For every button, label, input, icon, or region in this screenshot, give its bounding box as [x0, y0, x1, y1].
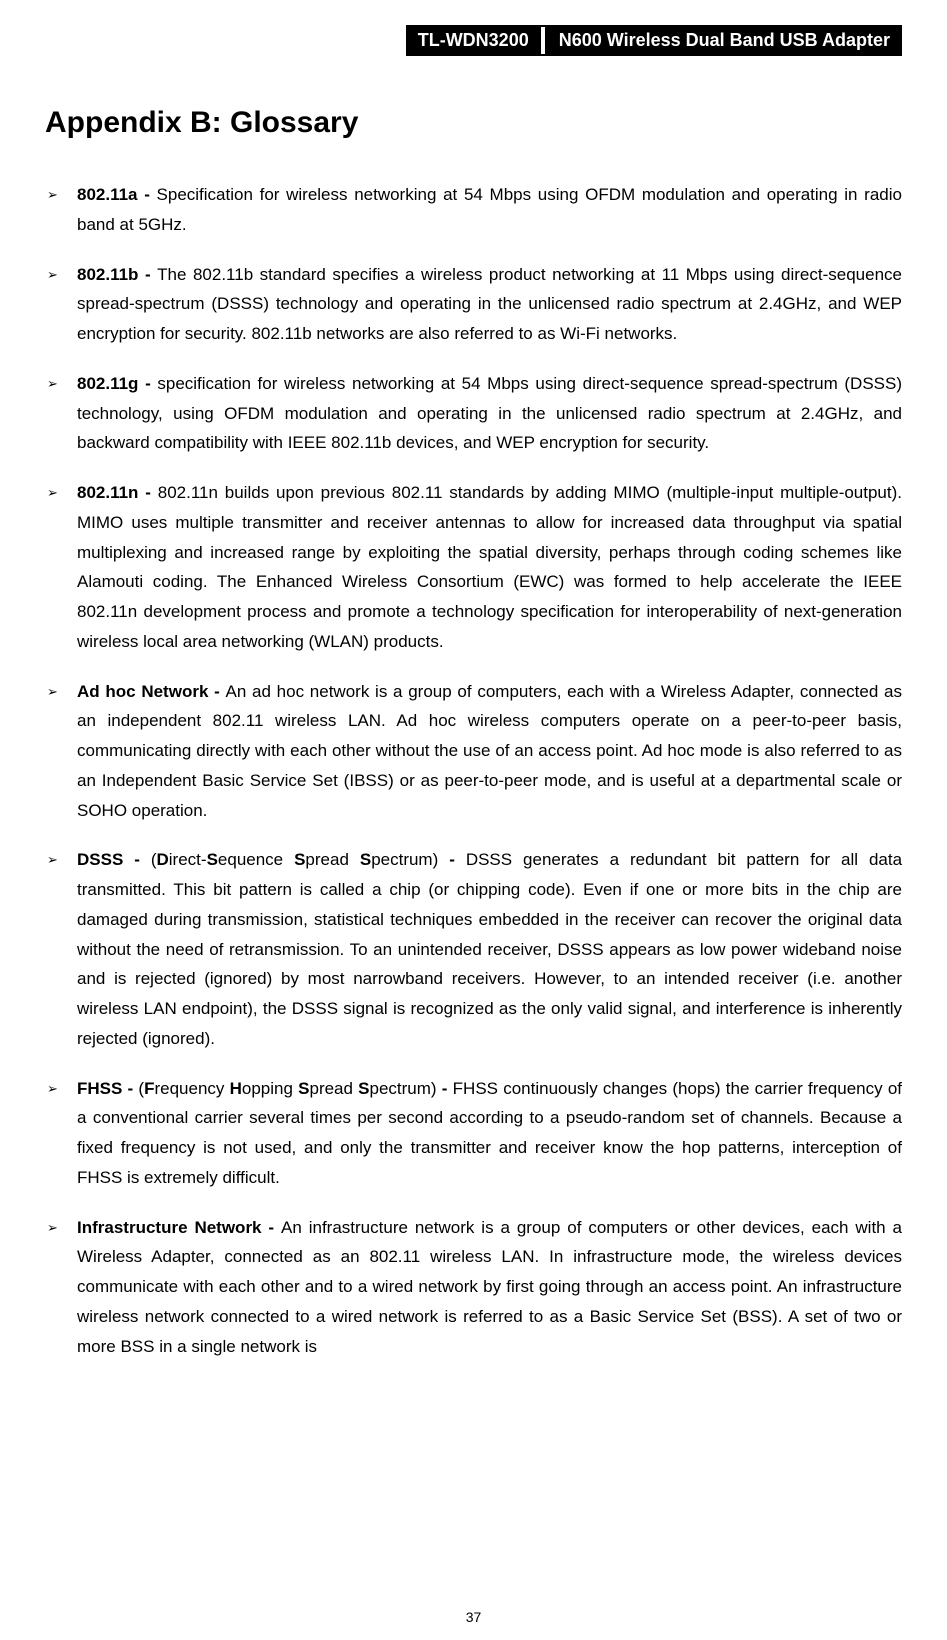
glossary-acronym-letter: F	[144, 1079, 154, 1098]
glossary-term: DSSS -	[77, 850, 151, 869]
glossary-acronym-letter: D	[157, 850, 169, 869]
glossary-item-content: 802.11a - Specification for wireless net…	[77, 180, 902, 240]
bullet-icon: ➢	[45, 677, 77, 826]
glossary-term: Infrastructure Network -	[77, 1218, 281, 1237]
document-header: TL-WDN3200 N600 Wireless Dual Band USB A…	[45, 25, 902, 56]
glossary-item: ➢DSSS - (Direct-Sequence Spread Spectrum…	[45, 845, 902, 1053]
glossary-dash: -	[442, 1079, 453, 1098]
bullet-icon: ➢	[45, 180, 77, 240]
bullet-icon: ➢	[45, 369, 77, 458]
glossary-term: 802.11n -	[77, 483, 158, 502]
bullet-icon: ➢	[45, 1213, 77, 1362]
glossary-item: ➢Infrastructure Network - An infrastruct…	[45, 1213, 902, 1362]
glossary-term: 802.11b -	[77, 265, 157, 284]
glossary-item-content: 802.11g - specification for wireless net…	[77, 369, 902, 458]
glossary-item: ➢FHSS - (Frequency Hopping Spread Spectr…	[45, 1074, 902, 1193]
bullet-icon: ➢	[45, 478, 77, 657]
glossary-item: ➢802.11n - 802.11n builds upon previous …	[45, 478, 902, 657]
page-number: 37	[0, 1609, 947, 1625]
glossary-acronym-letter: S	[360, 850, 371, 869]
glossary-item-content: 802.11b - The 802.11b standard specifies…	[77, 260, 902, 349]
bullet-icon: ➢	[45, 845, 77, 1053]
glossary-item-content: FHSS - (Frequency Hopping Spread Spectru…	[77, 1074, 902, 1193]
glossary-term: FHSS -	[77, 1079, 138, 1098]
glossary-item: ➢802.11g - specification for wireless ne…	[45, 369, 902, 458]
glossary-item: ➢Ad hoc Network - An ad hoc network is a…	[45, 677, 902, 826]
glossary-item-content: Infrastructure Network - An infrastructu…	[77, 1213, 902, 1362]
glossary-acronym-letter: S	[358, 1079, 369, 1098]
header-model: TL-WDN3200	[406, 25, 541, 56]
glossary-term: 802.11a -	[77, 185, 157, 204]
glossary-item-content: 802.11n - 802.11n builds upon previous 8…	[77, 478, 902, 657]
header-product: N600 Wireless Dual Band USB Adapter	[545, 25, 902, 56]
bullet-icon: ➢	[45, 1074, 77, 1193]
glossary-term: 802.11g -	[77, 374, 157, 393]
glossary-item: ➢802.11b - The 802.11b standard specifie…	[45, 260, 902, 349]
glossary-dash: -	[449, 850, 466, 869]
glossary-acronym-letter: S	[298, 1079, 309, 1098]
glossary-list: ➢802.11a - Specification for wireless ne…	[45, 180, 902, 1361]
glossary-item-content: DSSS - (Direct-Sequence Spread Spectrum)…	[77, 845, 902, 1053]
bullet-icon: ➢	[45, 260, 77, 349]
glossary-item: ➢802.11a - Specification for wireless ne…	[45, 180, 902, 240]
glossary-acronym-letter: S	[294, 850, 305, 869]
page-title: Appendix B: Glossary	[45, 106, 902, 140]
glossary-acronym-letter: H	[230, 1079, 242, 1098]
glossary-item-content: Ad hoc Network - An ad hoc network is a …	[77, 677, 902, 826]
glossary-term: Ad hoc Network -	[77, 682, 226, 701]
glossary-acronym-letter: S	[207, 850, 218, 869]
